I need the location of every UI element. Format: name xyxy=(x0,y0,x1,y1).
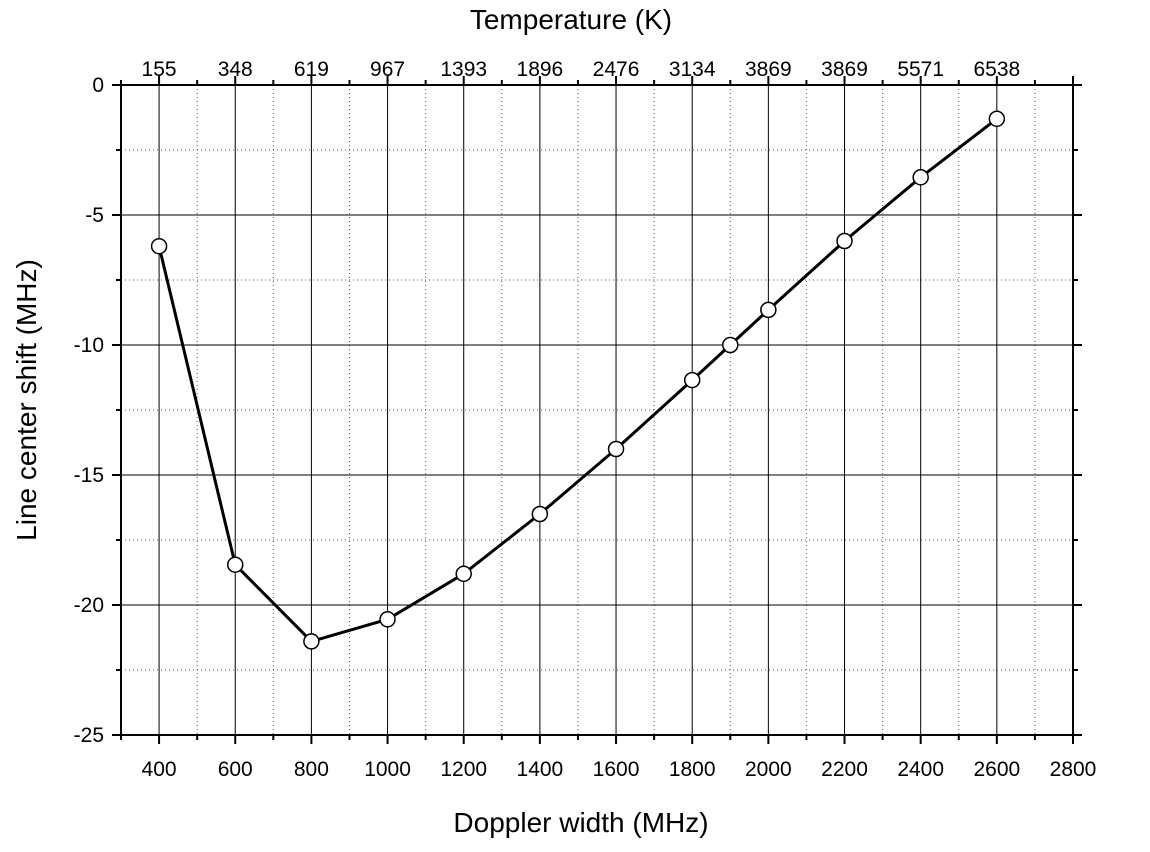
x-tick-label: 2600 xyxy=(973,758,1020,781)
data-point xyxy=(379,611,396,628)
data-point xyxy=(531,505,549,523)
top-tick-label: 619 xyxy=(294,58,329,81)
x-axis-title: Doppler width (MHz) xyxy=(453,807,708,838)
tick-labels: 400 600 800 1000 1200 1400 1600 1800 2000 2200 240… xyxy=(74,58,1097,781)
y-tick-label: -20 xyxy=(74,594,104,617)
y-tick-label: 0 xyxy=(92,74,104,97)
top-tick-label: 967 xyxy=(370,58,405,81)
data-point xyxy=(226,556,244,573)
x-tick-label: 1000 xyxy=(364,758,411,781)
top-tick-label: 155 xyxy=(142,58,177,81)
y-tick-label: -10 xyxy=(74,334,104,357)
data-point xyxy=(722,336,739,354)
y-tick-label: -25 xyxy=(74,724,104,747)
x-tick-label: 600 xyxy=(218,758,253,781)
data-points xyxy=(150,110,1006,650)
data-point xyxy=(455,565,472,583)
top-tick-label: 348 xyxy=(218,58,253,81)
data-point xyxy=(683,371,701,389)
top-tick-label: 1393 xyxy=(440,58,487,81)
data-point xyxy=(836,232,853,250)
top-tick-label: 1896 xyxy=(517,58,564,81)
grid-lines xyxy=(121,85,1073,735)
top-tick-label: 3869 xyxy=(745,58,792,81)
top-tick-label: 3869 xyxy=(821,58,868,81)
data-point xyxy=(607,440,625,458)
x-tick-label: 400 xyxy=(142,758,177,781)
x-tick-label: 800 xyxy=(294,758,329,781)
x-tick-label: 2200 xyxy=(821,758,868,781)
x-tick-label: 1400 xyxy=(517,758,564,781)
top-tick-label: 3134 xyxy=(669,58,716,81)
top-tick-label: 6538 xyxy=(973,58,1020,81)
x-tick-label: 2000 xyxy=(745,758,792,781)
y-axis-title: Line center shift (MHz) xyxy=(11,259,42,541)
top-tick-label: 2476 xyxy=(593,58,640,81)
top-tick-label: 5571 xyxy=(897,58,944,81)
y-tick-label: -15 xyxy=(74,464,104,487)
data-point xyxy=(150,237,168,255)
data-point xyxy=(912,169,929,186)
data-point xyxy=(303,633,320,650)
data-point xyxy=(760,301,777,319)
data-point xyxy=(988,110,1006,128)
plot-frame xyxy=(120,84,1074,736)
x-tick-label: 1800 xyxy=(669,758,716,781)
y-tick-label: -5 xyxy=(85,204,104,227)
x-tick-label: 2400 xyxy=(897,758,944,781)
x-tick-label: 2800 xyxy=(1050,758,1097,781)
x-tick-label: 1600 xyxy=(593,758,640,781)
top-axis-title: Temperature (K) xyxy=(470,4,672,35)
x-tick-label: 1200 xyxy=(440,758,487,781)
